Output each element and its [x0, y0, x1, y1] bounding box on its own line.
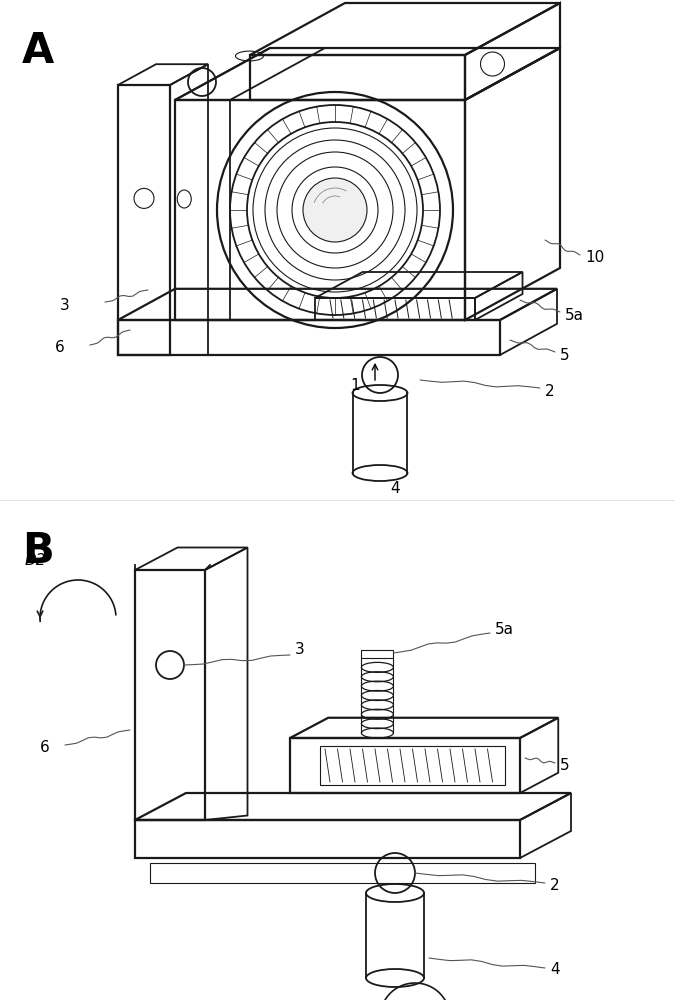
Text: 6: 6	[40, 740, 50, 756]
Text: 10: 10	[585, 250, 604, 265]
Text: 3: 3	[295, 643, 304, 658]
Text: 1: 1	[350, 378, 360, 393]
Text: 3: 3	[60, 298, 70, 312]
Text: 4: 4	[550, 962, 560, 978]
Text: 4: 4	[390, 481, 400, 496]
Text: 2: 2	[545, 383, 555, 398]
Text: D2: D2	[25, 553, 47, 568]
Text: 6: 6	[55, 340, 65, 356]
Text: 5: 5	[560, 758, 570, 774]
Polygon shape	[361, 650, 394, 658]
Text: 5: 5	[560, 348, 570, 362]
Text: 5a: 5a	[495, 622, 514, 638]
Text: A: A	[22, 30, 54, 72]
Circle shape	[303, 178, 367, 242]
Text: 2: 2	[550, 878, 560, 892]
Text: 5a: 5a	[565, 308, 584, 322]
Text: B: B	[22, 530, 54, 572]
